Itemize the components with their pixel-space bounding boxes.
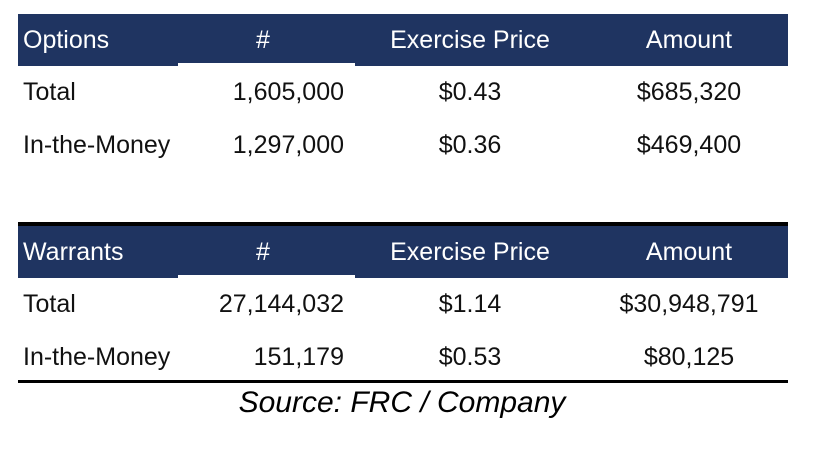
table-row: Total 1,605,000 $0.43 $685,320 — [18, 66, 788, 119]
row-label: In-the-Money — [23, 131, 171, 159]
row-count: 27,144,032 — [218, 290, 344, 318]
row-amount: $469,400 — [636, 131, 742, 159]
table-row: In-the-Money 1,297,000 $0.36 $469,400 — [18, 119, 788, 172]
row-amount: $80,125 — [643, 343, 735, 371]
header-underline — [178, 63, 355, 66]
header-count: # — [256, 25, 270, 54]
warrants-header-row: Warrants # Exercise Price Amount — [18, 226, 788, 278]
row-amount: $30,948,791 — [619, 290, 759, 318]
row-exercise-price: $0.36 — [438, 131, 502, 159]
row-count: 151,179 — [253, 343, 344, 371]
warrants-table: Warrants # Exercise Price Amount Total 2… — [18, 222, 788, 384]
options-header-row: Options # Exercise Price Amount — [18, 14, 788, 66]
row-exercise-price: $0.43 — [438, 78, 502, 106]
header-count: # — [256, 237, 270, 266]
header-underline — [178, 275, 355, 278]
row-amount: $685,320 — [636, 78, 742, 106]
header-exercise-price: Exercise Price — [390, 237, 550, 266]
row-count: 1,605,000 — [232, 78, 344, 106]
table-row: In-the-Money 151,179 $0.53 $80,125 — [18, 331, 788, 384]
bottom-rule — [18, 380, 788, 383]
options-table: Options # Exercise Price Amount Total 1,… — [18, 14, 788, 172]
row-exercise-price: $0.53 — [438, 343, 502, 371]
header-amount: Amount — [645, 237, 733, 266]
header-options: Options — [23, 25, 110, 54]
header-amount: Amount — [645, 25, 733, 54]
row-label: Total — [23, 290, 76, 318]
source-caption: Source: FRC / Company — [238, 386, 566, 419]
table-row: Total 27,144,032 $1.14 $30,948,791 — [18, 278, 788, 331]
row-label: Total — [23, 78, 76, 106]
header-warrants: Warrants — [23, 237, 124, 266]
row-count: 1,297,000 — [232, 131, 344, 159]
row-label: In-the-Money — [23, 343, 171, 371]
top-rule — [18, 222, 788, 226]
header-exercise-price: Exercise Price — [390, 25, 550, 54]
row-exercise-price: $1.14 — [438, 290, 502, 318]
